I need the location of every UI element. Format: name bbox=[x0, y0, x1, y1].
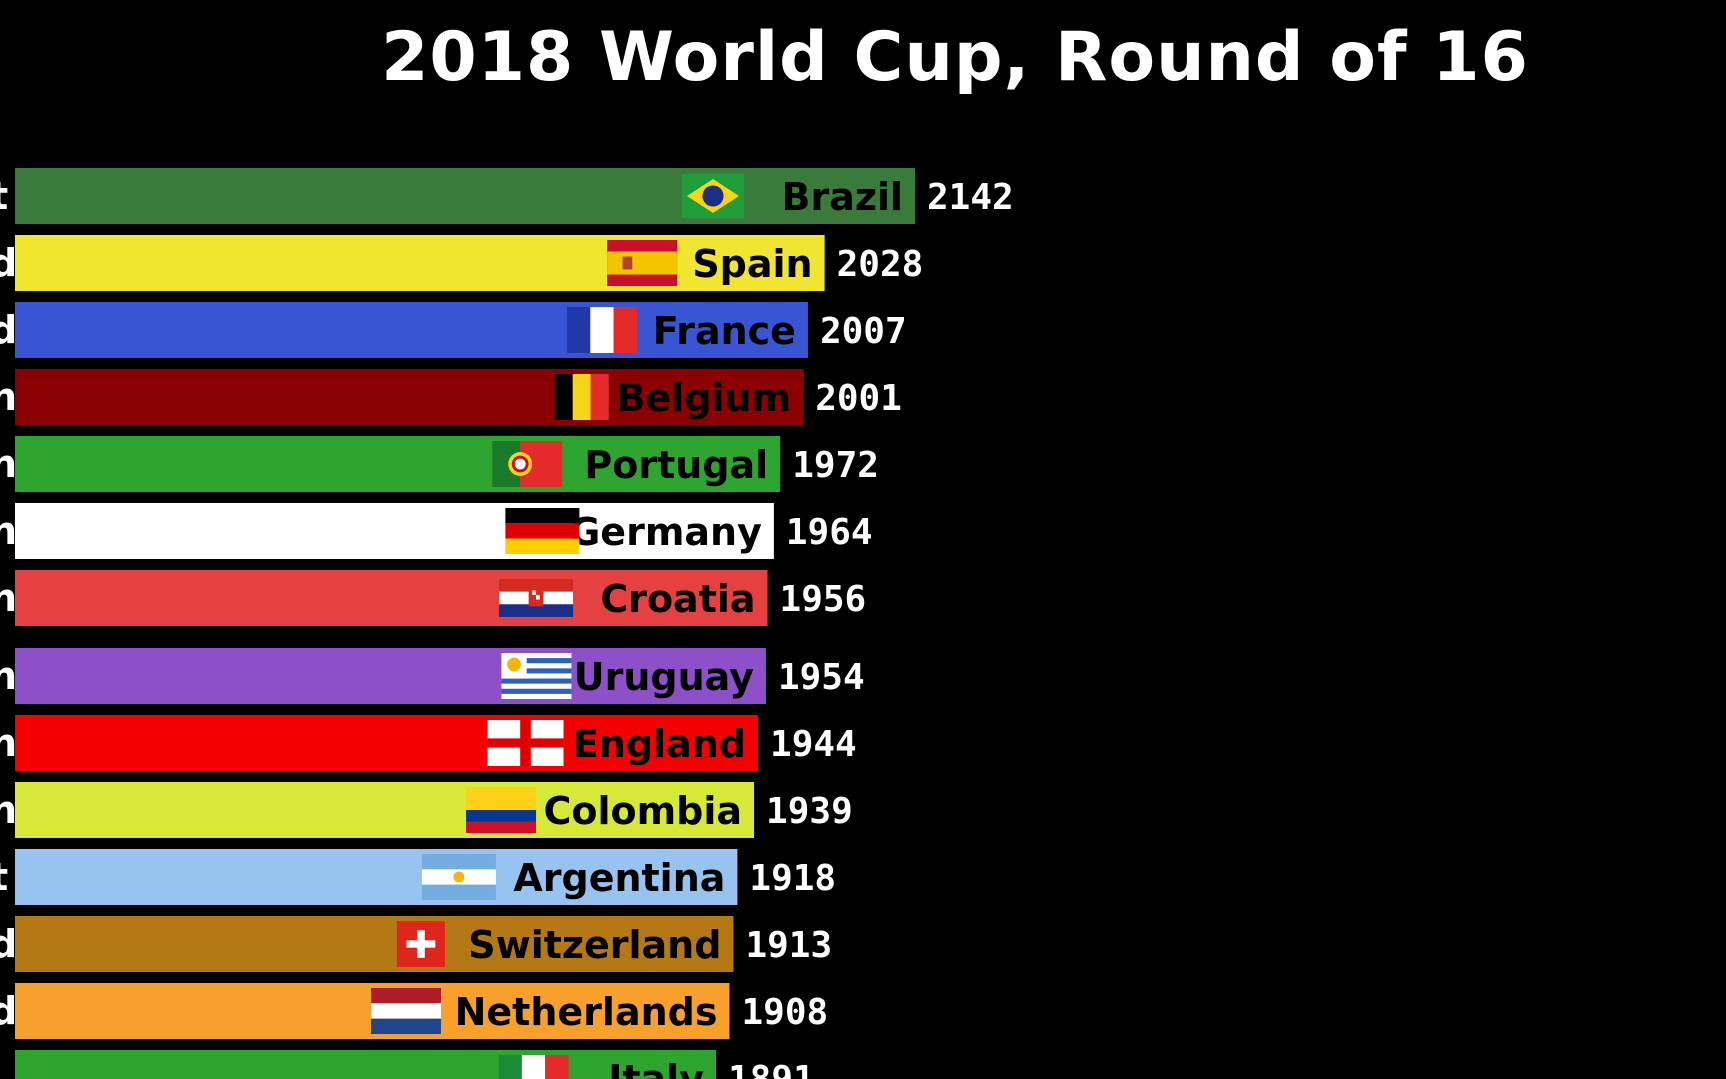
bar-switzerland bbox=[15, 916, 734, 972]
bar-value-brazil: 2142 bbox=[927, 177, 1014, 218]
bar-croatia bbox=[15, 570, 768, 626]
spain-flag-icon bbox=[607, 240, 678, 286]
bar-label-spain: Spain bbox=[692, 242, 812, 286]
bar-germany bbox=[15, 503, 774, 559]
bar-portugal bbox=[15, 436, 781, 492]
left-edge-label-portugal: n bbox=[0, 442, 17, 486]
bar-italy bbox=[15, 1050, 716, 1079]
left-edge-label-uruguay: n bbox=[0, 654, 17, 698]
germany-flag-icon bbox=[505, 508, 580, 554]
chart-title: 2018 World Cup, Round of 16 bbox=[381, 18, 1529, 97]
bar-label-argentina: Argentina bbox=[513, 856, 725, 900]
bar-value-portugal: 1972 bbox=[792, 445, 879, 486]
bar-spain bbox=[15, 235, 825, 291]
italy-flag-icon bbox=[498, 1055, 569, 1079]
bar-argentina bbox=[15, 849, 738, 905]
bar-value-argentina: 1918 bbox=[749, 858, 836, 899]
bar-colombia bbox=[15, 782, 755, 838]
bar-value-germany: 1964 bbox=[786, 512, 873, 553]
belgium-flag-icon bbox=[554, 374, 609, 420]
bar-label-netherlands: Netherlands bbox=[455, 990, 718, 1034]
left-edge-label-croatia: n bbox=[0, 576, 17, 620]
bar-brazil bbox=[15, 168, 915, 224]
left-edge-label-argentina: t bbox=[0, 855, 8, 899]
portugal-flag-icon bbox=[492, 441, 563, 487]
left-edge-label-england: n bbox=[0, 721, 17, 765]
bar-label-colombia: Colombia bbox=[543, 789, 742, 833]
left-edge-label-germany: n bbox=[0, 509, 17, 553]
bar-label-germany: Germany bbox=[569, 510, 762, 554]
bar-label-belgium: Belgium bbox=[617, 376, 792, 420]
bar-value-colombia: 1939 bbox=[766, 791, 853, 832]
bar-value-spain: 2028 bbox=[837, 244, 924, 285]
argentina-flag-icon bbox=[421, 854, 496, 900]
brazil-flag-icon bbox=[682, 174, 744, 218]
bar-england bbox=[15, 715, 759, 771]
left-edge-label-brazil: t bbox=[0, 174, 8, 218]
left-edge-label-netherlands: d bbox=[0, 989, 17, 1033]
bar-label-uruguay: Uruguay bbox=[574, 655, 754, 699]
bar-france bbox=[15, 302, 808, 358]
bar-value-uruguay: 1954 bbox=[778, 657, 865, 698]
bar-label-croatia: Croatia bbox=[600, 577, 755, 621]
bar-label-england: England bbox=[573, 722, 746, 766]
england-flag-icon bbox=[487, 720, 564, 766]
colombia-flag-icon bbox=[466, 787, 537, 833]
uruguay-flag-icon bbox=[501, 653, 572, 699]
left-edge-label-belgium: n bbox=[0, 375, 17, 419]
left-edge-label-spain: d bbox=[0, 241, 17, 285]
bar-label-france: France bbox=[653, 309, 796, 353]
bar-value-england: 1944 bbox=[770, 724, 857, 765]
france-flag-icon bbox=[566, 307, 637, 353]
left-edge-label-france: d bbox=[0, 308, 17, 352]
netherlands-flag-icon bbox=[370, 988, 441, 1034]
bar-label-portugal: Portugal bbox=[584, 443, 768, 487]
bar-value-netherlands: 1908 bbox=[741, 992, 828, 1033]
bar-belgium bbox=[15, 369, 804, 425]
bar-value-italy: 1891 bbox=[728, 1059, 815, 1079]
bar-label-switzerland: Switzerland bbox=[468, 923, 721, 967]
bar-value-croatia: 1956 bbox=[780, 579, 867, 620]
bar-value-france: 2007 bbox=[820, 311, 907, 352]
bar-value-switzerland: 1913 bbox=[745, 925, 832, 966]
bar-value-belgium: 2001 bbox=[815, 378, 902, 419]
bar-label-italy: Italy bbox=[608, 1057, 704, 1079]
bar-uruguay bbox=[15, 648, 766, 704]
croatia-flag-icon bbox=[499, 579, 574, 617]
left-edge-label-colombia: n bbox=[0, 788, 17, 832]
bar-label-brazil: Brazil bbox=[781, 175, 903, 219]
left-edge-label-switzerland: d bbox=[0, 922, 17, 966]
switzerland-flag-icon bbox=[396, 921, 445, 967]
